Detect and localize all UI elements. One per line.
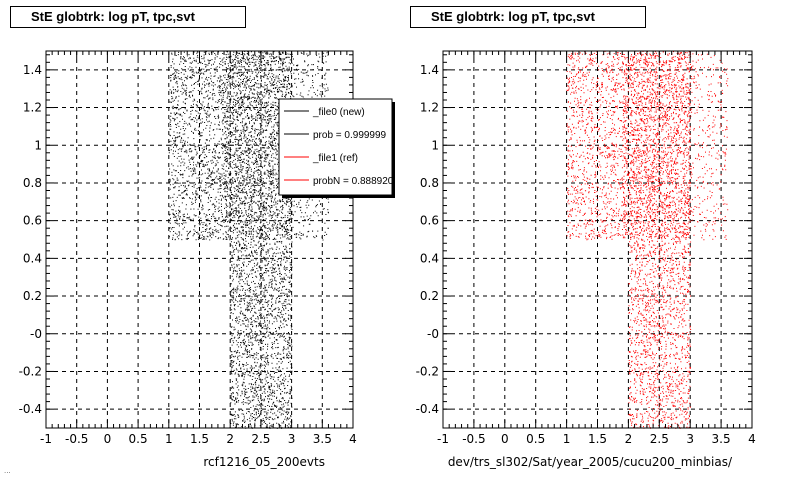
y-tick-label: 0.6 [23, 214, 42, 228]
chart-title-left: StE globtrk: log pT, tpc,svt [10, 6, 246, 28]
y-tick-label: 0.2 [420, 289, 439, 303]
x-tick-label: 0.5 [526, 432, 545, 446]
x-tick-label: 2 [625, 432, 633, 446]
plot-right: -1 -0.5 0 0.5 1 1.5 2 2.5 3 3.5 4 -0.4 -0.2 -0 0.2 0.4 0… [416, 50, 756, 446]
x-tick-label: 0 [104, 432, 112, 446]
x-tick-label: 2 [226, 432, 234, 446]
x-tick-label: 4 [748, 432, 756, 446]
x-tick-label: 1 [165, 432, 173, 446]
y-tick-label: 1 [431, 138, 439, 152]
legend-box: _file0 (new) prob = 0.999999 _file1 (ref) p… [278, 98, 395, 198]
legend-entry-label: prob = 0.999999 [313, 130, 387, 141]
x-tick-label: -1 [40, 432, 52, 446]
y-tick-label: 1.2 [420, 101, 439, 115]
y-tick-label: -0.4 [416, 402, 439, 416]
scatter-dots [566, 51, 729, 429]
chart-title-right: StE globtrk: log pT, tpc,svt [410, 6, 646, 28]
x-tick-label: 3 [686, 432, 694, 446]
y-tick-label: -0.4 [19, 402, 42, 416]
legend-frame [278, 98, 393, 196]
x-tick-label: 3 [288, 432, 296, 446]
x-tick-label: 1 [563, 432, 571, 446]
y-tick-label: 0.4 [420, 251, 439, 265]
y-tick-label: 0.2 [23, 289, 42, 303]
x-tick-label: -1 [437, 432, 449, 446]
footer-text: ... [4, 466, 11, 475]
x-tick-label: -0.5 [65, 432, 88, 446]
x-axis-caption-right: dev/trs_sl302/Sat/year_2005/cucu200_minb… [447, 455, 732, 469]
legend-entry-label: probN = 0.888920 [313, 176, 394, 187]
y-tick-label: 0.8 [23, 176, 42, 190]
y-tick-label: 1 [34, 138, 42, 152]
y-tick-label: 0.8 [420, 176, 439, 190]
y-tick-label: -0 [427, 327, 439, 341]
x-tick-label: 0 [501, 432, 509, 446]
y-tick-label: 1.4 [420, 63, 439, 77]
scatter-points-right [566, 51, 729, 429]
x-tick-label: 2.5 [251, 432, 270, 446]
x-axis-caption-left: rcf1216_05_200evts [203, 455, 325, 469]
x-tick-label: 2.5 [650, 432, 669, 446]
x-tick-label: 4 [349, 432, 357, 446]
x-tick-label: 3.5 [313, 432, 332, 446]
x-tick-label: -0.5 [462, 432, 485, 446]
y-tick-label: -0.2 [416, 364, 439, 378]
y-tick-label: 1.4 [23, 63, 42, 77]
x-tick-label: 3.5 [712, 432, 731, 446]
legend-entry-label: _file1 (ref) [312, 153, 358, 164]
y-tick-label: 1.2 [23, 101, 42, 115]
y-tick-label: -0.2 [19, 364, 42, 378]
y-tick-label: 0.6 [420, 214, 439, 228]
x-tick-label: 1.5 [190, 432, 209, 446]
legend-entry-label: _file0 (new) [312, 107, 365, 118]
x-tick-label: 0.5 [129, 432, 148, 446]
plot-left: -1 -0.5 0 0.5 1 1.5 2 2.5 3 3.5 4 -0.4 -0.2 -0 0.2 0.4 0… [19, 50, 395, 446]
y-tick-label: -0 [30, 327, 42, 341]
y-tick-label: 0.4 [23, 251, 42, 265]
x-tick-label: 1.5 [588, 432, 607, 446]
